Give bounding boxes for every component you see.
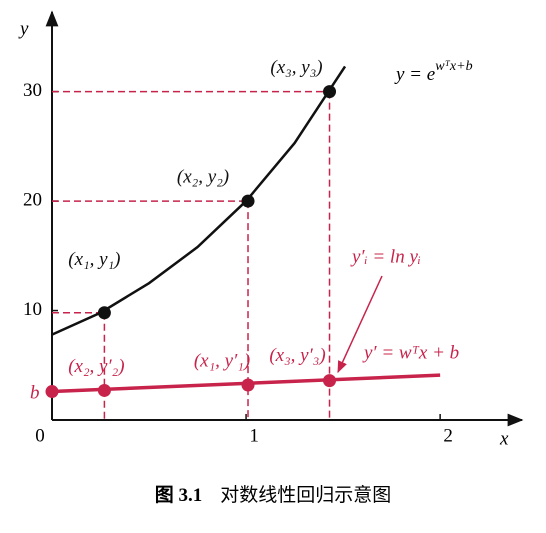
x-tick-label: 0 (35, 425, 45, 446)
point-label: (x₁, y₁) (68, 249, 120, 270)
data-point (323, 374, 337, 388)
intercept-label: b (30, 382, 40, 403)
data-point (97, 383, 111, 397)
curve-equation-sup: wᵀx+b (435, 59, 472, 74)
curve-equation: y = ewᵀx+b (394, 59, 473, 85)
x-axis-label: x (499, 428, 509, 449)
point-label: (x₃, y₃) (270, 57, 322, 78)
point-label: (x₁, y′₁) (194, 350, 250, 371)
point-label: (x₂, y₂) (177, 166, 229, 187)
x-tick-label: 1 (249, 425, 259, 446)
caption-text: 对数线性回归示意图 (220, 484, 391, 506)
log-equation: y′ᵢ = ln yᵢ (350, 246, 421, 267)
data-point (97, 306, 111, 320)
data-point (323, 85, 337, 99)
y-axis-label: y (18, 18, 29, 39)
data-point (45, 385, 59, 399)
point-label: (x₃, y′₃) (269, 345, 325, 366)
annotation-arrow (337, 275, 383, 374)
data-point (241, 194, 255, 208)
caption: 图 3.1 对数线性回归示意图 (155, 484, 392, 506)
y-tick-label: 10 (23, 299, 42, 320)
point-label: (x₂, y′₂) (68, 356, 124, 377)
caption-number: 图 3.1 (155, 484, 203, 506)
y-tick-label: 20 (23, 189, 42, 210)
line-equation: y′ = wᵀx + b (362, 342, 459, 363)
x-tick-label: 2 (443, 425, 453, 446)
curve-equation-base: y = e (394, 64, 435, 85)
y-tick-label: 30 (23, 80, 42, 101)
data-point (241, 378, 255, 392)
